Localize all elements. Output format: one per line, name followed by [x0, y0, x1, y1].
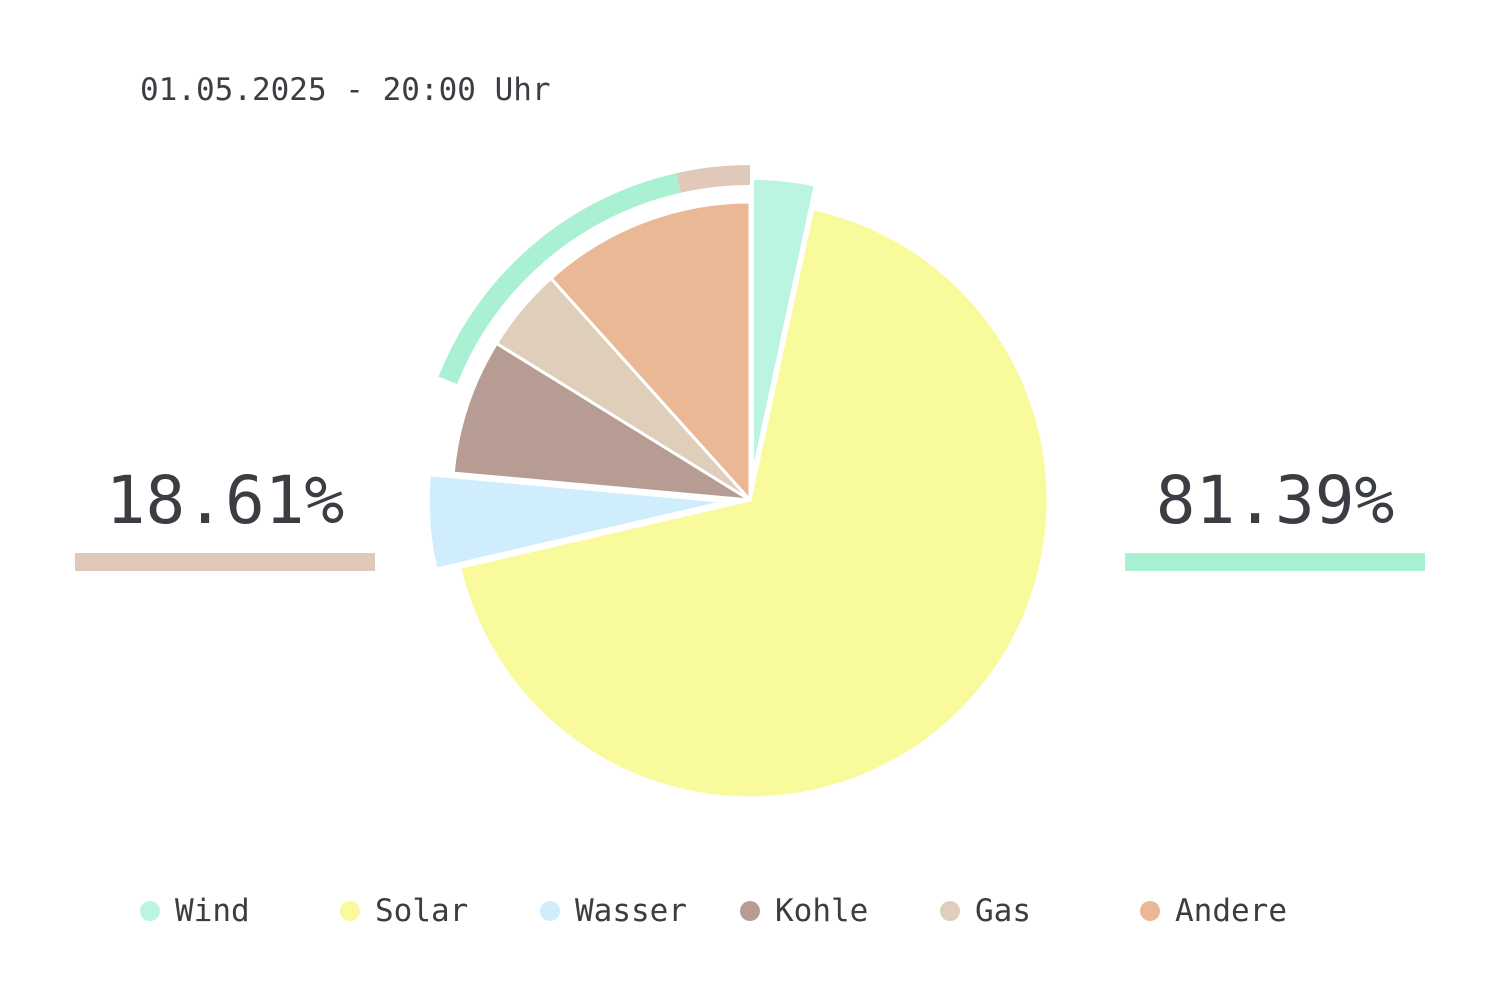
legend-label-kohle: Kohle: [775, 893, 869, 929]
group-arc-left: [676, 165, 751, 193]
right-percentage: 81.39%: [1155, 462, 1395, 539]
legend-dot-solar: [340, 901, 360, 921]
legend-dot-kohle: [740, 901, 760, 921]
group-arc-right: [438, 173, 681, 385]
legend-label-solar: Solar: [375, 893, 469, 929]
legend-label-andere: Andere: [1175, 893, 1287, 929]
legend-label-wind: Wind: [175, 893, 250, 929]
legend-item-gas[interactable]: Gas: [940, 893, 1031, 929]
pie-slice-kohle[interactable]: [451, 341, 752, 502]
timestamp-label: 01.05.2025 - 20:00 Uhr: [140, 72, 551, 108]
legend-item-solar[interactable]: Solar: [340, 893, 468, 929]
legend-dot-wind: [140, 901, 160, 921]
pie-slice-andere[interactable]: [549, 200, 752, 502]
pie-slice-wasser[interactable]: [426, 473, 728, 571]
legend-dot-andere: [1140, 901, 1160, 921]
legend-item-wind[interactable]: Wind: [140, 893, 250, 929]
pie-slice-solar[interactable]: [458, 207, 1050, 800]
left-percentage-bar: [75, 553, 375, 571]
left-percentage: 18.61%: [105, 462, 345, 539]
legend-dot-wasser: [540, 901, 560, 921]
right-percentage-bar: [1125, 553, 1425, 571]
legend-label-gas: Gas: [975, 893, 1031, 929]
legend-label-wasser: Wasser: [575, 893, 687, 929]
pie-slice-wind[interactable]: [751, 176, 817, 478]
legend-item-andere[interactable]: Andere: [1140, 893, 1287, 929]
legend-item-wasser[interactable]: Wasser: [540, 893, 687, 929]
legend-dot-gas: [940, 901, 960, 921]
legend-item-kohle[interactable]: Kohle: [740, 893, 868, 929]
